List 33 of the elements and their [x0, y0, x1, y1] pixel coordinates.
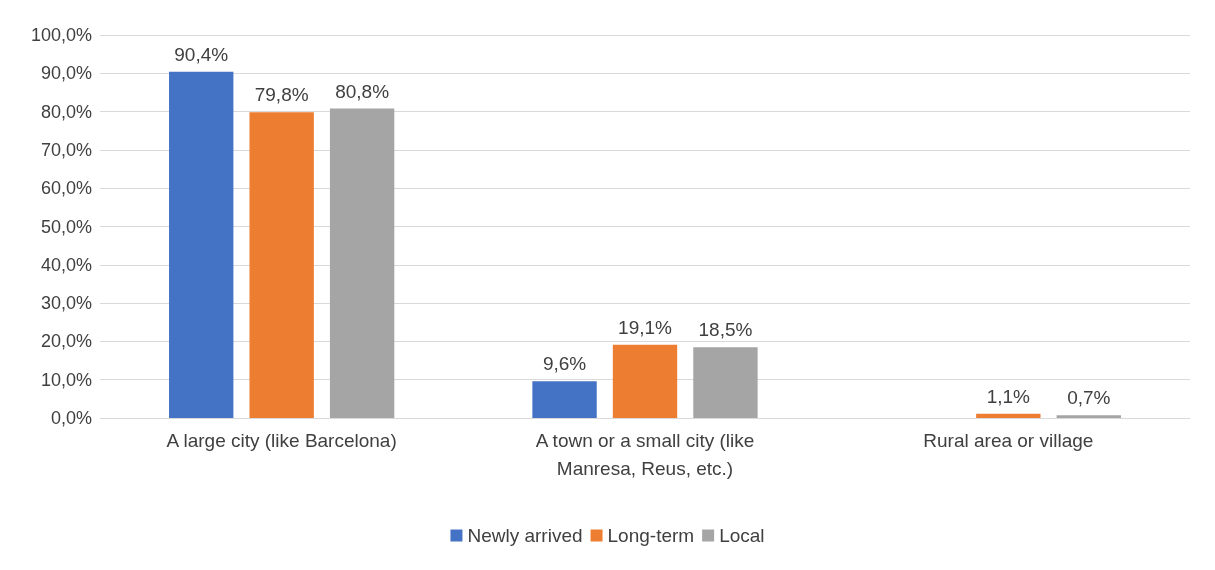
y-tick-label: 10,0%: [40, 369, 92, 390]
y-tick-label: 0,0%: [50, 408, 92, 428]
y-tick-label: 20,0%: [40, 331, 92, 352]
bar: [612, 344, 678, 418]
y-tick-label: 100,0%: [30, 25, 92, 45]
legend-label: Newly arrived: [467, 525, 583, 546]
data-label: 18,5%: [698, 319, 753, 341]
x-tick-label: A large city (like Barcelona): [166, 429, 397, 451]
data-label: 79,8%: [254, 84, 309, 106]
data-label: 9,6%: [542, 353, 587, 375]
y-tick-label: 80,0%: [40, 101, 92, 122]
bar: [249, 112, 314, 418]
y-tick-label: 60,0%: [40, 178, 92, 199]
bar: [329, 108, 395, 418]
y-tick-label: 50,0%: [40, 216, 92, 237]
y-tick-label: 40,0%: [40, 254, 92, 275]
legend-label: Local: [719, 525, 765, 546]
y-tick-label: 70,0%: [40, 139, 92, 160]
y-tick-label: 90,0%: [40, 63, 92, 84]
legend-label: Long-term: [607, 525, 695, 546]
x-tick-label: A town or a small city (like Manresa, Reus, etc.): [535, 429, 755, 479]
bar: [169, 71, 234, 418]
bar: [1056, 415, 1121, 418]
bar: [693, 347, 758, 418]
data-label: 1,1%: [986, 385, 1031, 407]
bar: [976, 413, 1041, 418]
bar: [532, 381, 597, 418]
data-label: 19,1%: [618, 316, 673, 338]
data-label: 90,4%: [174, 43, 229, 65]
x-tick-label: Rural area or village: [923, 429, 1094, 451]
y-tick-label: 30,0%: [40, 293, 92, 314]
data-label: 80,8%: [335, 80, 390, 102]
data-label: 0,7%: [1067, 387, 1111, 409]
